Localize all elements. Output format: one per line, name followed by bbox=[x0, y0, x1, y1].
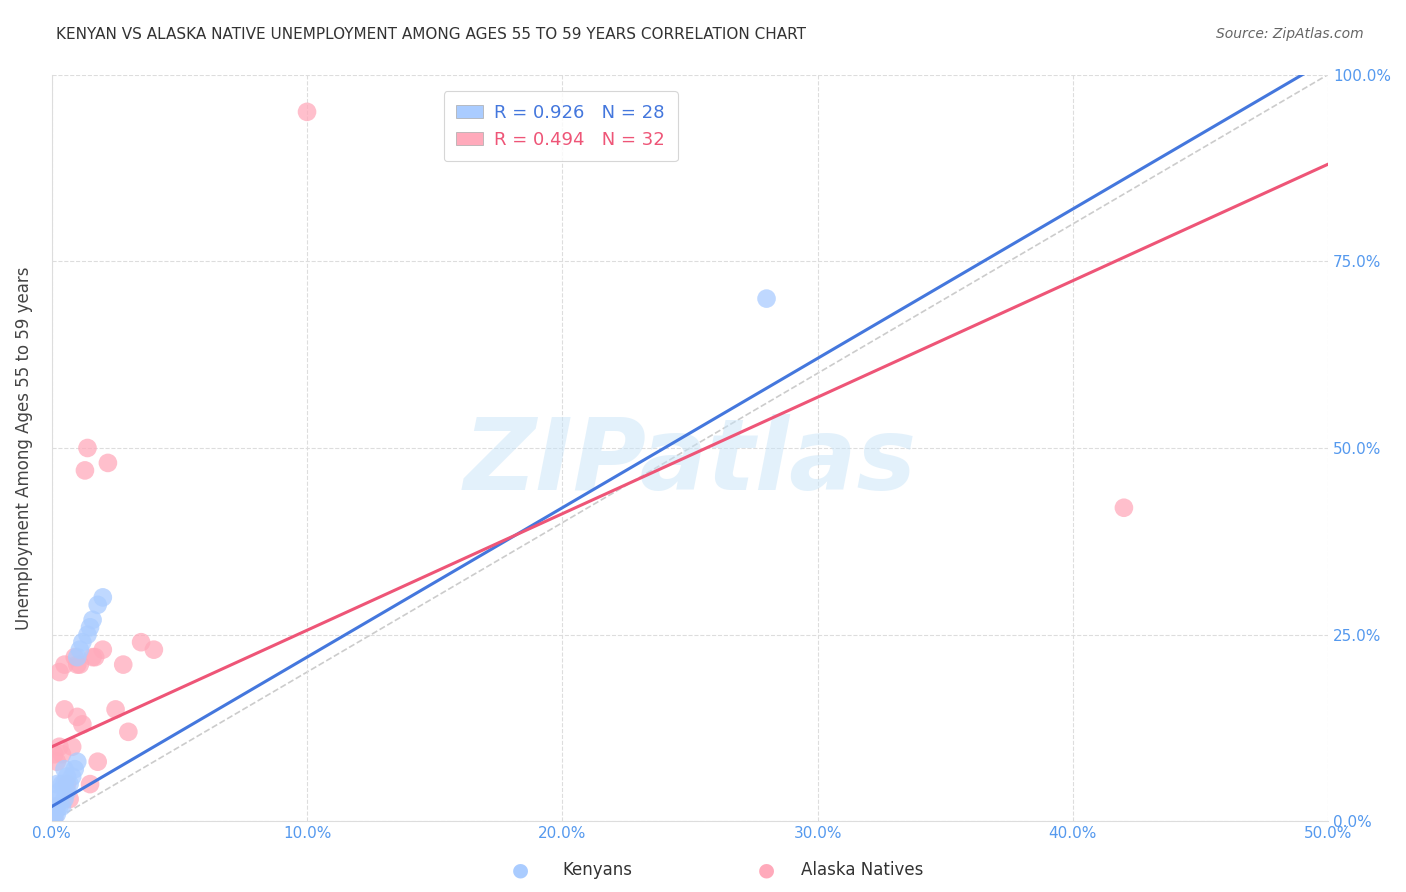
Text: ●: ● bbox=[512, 860, 529, 880]
Point bbox=[51, 777, 73, 791]
Point bbox=[45, 792, 67, 806]
Point bbox=[44, 799, 66, 814]
Point bbox=[104, 702, 127, 716]
Point bbox=[44, 747, 66, 762]
Point bbox=[66, 657, 89, 672]
Legend: R = 0.926   N = 28, R = 0.494   N = 32: R = 0.926 N = 28, R = 0.494 N = 32 bbox=[444, 91, 678, 161]
Point bbox=[44, 811, 66, 825]
Point bbox=[51, 799, 73, 814]
Point bbox=[45, 777, 67, 791]
Point bbox=[53, 792, 76, 806]
Point bbox=[44, 807, 66, 822]
Point bbox=[129, 635, 152, 649]
Point bbox=[79, 620, 101, 634]
Point bbox=[45, 807, 67, 822]
Point bbox=[91, 591, 114, 605]
Point bbox=[48, 739, 70, 754]
Point bbox=[69, 657, 91, 672]
Point bbox=[59, 792, 82, 806]
Point bbox=[86, 598, 108, 612]
Point bbox=[72, 635, 94, 649]
Point bbox=[69, 642, 91, 657]
Point bbox=[66, 710, 89, 724]
Point bbox=[84, 650, 107, 665]
Point bbox=[82, 613, 104, 627]
Text: KENYAN VS ALASKA NATIVE UNEMPLOYMENT AMONG AGES 55 TO 59 YEARS CORRELATION CHART: KENYAN VS ALASKA NATIVE UNEMPLOYMENT AMO… bbox=[56, 27, 806, 42]
Point bbox=[1112, 500, 1135, 515]
Text: Alaska Natives: Alaska Natives bbox=[801, 861, 924, 879]
Point bbox=[755, 292, 778, 306]
Point bbox=[60, 739, 83, 754]
Point bbox=[53, 762, 76, 776]
Point bbox=[76, 628, 98, 642]
Point bbox=[63, 650, 86, 665]
Point bbox=[112, 657, 135, 672]
Text: ZIPatlas: ZIPatlas bbox=[464, 415, 917, 511]
Point bbox=[45, 755, 67, 769]
Point bbox=[73, 463, 96, 477]
Point bbox=[66, 650, 89, 665]
Point bbox=[295, 104, 318, 119]
Point bbox=[72, 717, 94, 731]
Text: ●: ● bbox=[758, 860, 775, 880]
Point bbox=[48, 784, 70, 798]
Point bbox=[91, 642, 114, 657]
Point bbox=[56, 770, 79, 784]
Point bbox=[53, 777, 76, 791]
Point bbox=[66, 755, 89, 769]
Point bbox=[79, 777, 101, 791]
Text: Kenyans: Kenyans bbox=[562, 861, 633, 879]
Point bbox=[86, 755, 108, 769]
Point bbox=[48, 799, 70, 814]
Point bbox=[53, 702, 76, 716]
Point bbox=[117, 724, 139, 739]
Point bbox=[82, 650, 104, 665]
Point bbox=[63, 762, 86, 776]
Point bbox=[48, 665, 70, 679]
Text: Source: ZipAtlas.com: Source: ZipAtlas.com bbox=[1216, 27, 1364, 41]
Point bbox=[44, 811, 66, 825]
Point bbox=[60, 770, 83, 784]
Point bbox=[53, 657, 76, 672]
Point bbox=[45, 799, 67, 814]
Point bbox=[51, 747, 73, 762]
Point bbox=[59, 777, 82, 791]
Point bbox=[76, 441, 98, 455]
Y-axis label: Unemployment Among Ages 55 to 59 years: Unemployment Among Ages 55 to 59 years bbox=[15, 266, 32, 630]
Point bbox=[56, 777, 79, 791]
Point bbox=[56, 784, 79, 798]
Point bbox=[142, 642, 165, 657]
Point bbox=[97, 456, 120, 470]
